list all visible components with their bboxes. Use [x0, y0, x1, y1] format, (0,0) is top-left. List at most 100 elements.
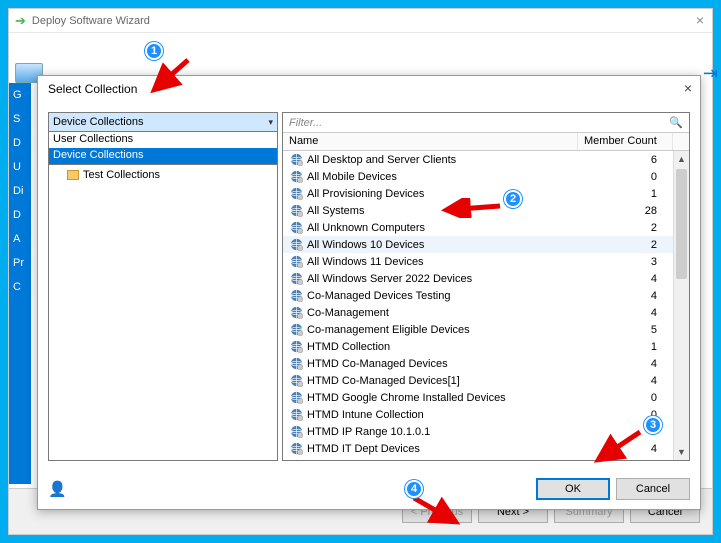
row-count: 4	[578, 307, 673, 319]
row-name: All Windows 10 Devices	[307, 239, 578, 251]
dialog-cancel-button[interactable]: Cancel	[616, 478, 690, 500]
wizard-step-a[interactable]: A	[9, 227, 31, 251]
row-name: HTMD IT Dept Devices	[307, 443, 578, 455]
row-name: All Desktop and Server Clients	[307, 154, 578, 166]
row-name: Co-Managed Devices Testing	[307, 290, 578, 302]
collection-icon	[289, 306, 303, 320]
dialog-footer: 👤 OK Cancel	[38, 469, 700, 509]
annotation-arrow-2	[440, 198, 504, 218]
collection-icon	[289, 204, 303, 218]
grid-header: Name Member Count	[283, 133, 689, 151]
row-name: HTMD Co-Managed Devices	[307, 358, 578, 370]
collection-icon	[289, 187, 303, 201]
combo-value: Device Collections	[53, 116, 143, 128]
collection-icon	[289, 153, 303, 167]
table-row[interactable]: HTMD Co-Managed Devices4	[283, 355, 673, 372]
left-pane: Device Collections ▾ User CollectionsDev…	[48, 112, 278, 461]
collection-tree: Test Collections	[48, 165, 278, 461]
table-row[interactable]: HTMD Collection1	[283, 338, 673, 355]
wizard-step-g[interactable]: G	[9, 83, 31, 107]
list-item[interactable]: User Collections	[49, 132, 277, 148]
collection-icon	[289, 391, 303, 405]
tree-item-label: Test Collections	[83, 169, 160, 181]
wizard-step-c[interactable]: C	[9, 275, 31, 299]
row-name: Co-management Eligible Devices	[307, 324, 578, 336]
annotation-arrow-4	[408, 492, 464, 532]
row-count: 2	[578, 239, 673, 251]
column-member-count[interactable]: Member Count	[578, 133, 673, 150]
list-item[interactable]: Device Collections	[49, 148, 277, 164]
wizard-icon: ➔	[15, 13, 26, 29]
row-name: HTMD Collection	[307, 341, 578, 353]
table-row[interactable]: HTMD Intune Collection0	[283, 406, 673, 423]
table-row[interactable]: All Windows 11 Devices3	[283, 253, 673, 270]
row-count: 4	[578, 273, 673, 285]
table-row[interactable]: HTMD Google Chrome Installed Devices0	[283, 389, 673, 406]
collection-icon	[289, 272, 303, 286]
table-row[interactable]: All Desktop and Server Clients6	[283, 151, 673, 168]
dialog-close-icon[interactable]: ×	[684, 80, 692, 96]
row-count: 1	[578, 188, 673, 200]
chevron-down-icon: ▾	[268, 117, 273, 128]
row-name: All Windows Server 2022 Devices	[307, 273, 578, 285]
annotation-4: 4	[405, 480, 423, 498]
dialog-title: Select Collection	[48, 82, 137, 96]
row-name: HTMD Static Collection	[307, 460, 578, 461]
overflow-icon: ⇥	[703, 63, 718, 84]
scroll-thumb[interactable]	[676, 169, 687, 279]
ok-button[interactable]: OK	[536, 478, 610, 500]
row-count: 2	[578, 222, 673, 234]
collection-icon	[289, 340, 303, 354]
tree-item-test-collections[interactable]: Test Collections	[67, 169, 277, 181]
table-row[interactable]: All Unknown Computers2	[283, 219, 673, 236]
person-icon[interactable]: 👤	[48, 480, 67, 498]
column-name[interactable]: Name	[283, 133, 578, 150]
wizard-step-di[interactable]: Di	[9, 179, 31, 203]
collection-icon	[289, 408, 303, 422]
titlebar: ➔ Deploy Software Wizard ×	[9, 9, 712, 33]
table-row[interactable]: All Windows Server 2022 Devices4	[283, 270, 673, 287]
collection-icon	[289, 289, 303, 303]
right-pane: Filter... 🔍 Name Member Count All Deskto…	[282, 112, 690, 461]
wizard-step-d[interactable]: D	[9, 203, 31, 227]
wizard-step-u[interactable]: U	[9, 155, 31, 179]
row-name: HTMD Intune Collection	[307, 409, 578, 421]
row-count: 1	[578, 341, 673, 353]
collection-icon	[289, 238, 303, 252]
vertical-scrollbar[interactable]: ▲ ▼	[673, 151, 689, 460]
row-name: HTMD Google Chrome Installed Devices	[307, 392, 578, 404]
annotation-arrow-3	[590, 428, 646, 466]
row-name: HTMD IP Range 10.1.0.1	[307, 426, 578, 438]
table-row[interactable]: Co-Management4	[283, 304, 673, 321]
collection-icon	[289, 170, 303, 184]
collection-icon	[289, 442, 303, 456]
row-name: All Windows 11 Devices	[307, 256, 578, 268]
collection-icon	[289, 357, 303, 371]
collection-icon	[289, 255, 303, 269]
collection-type-list[interactable]: User CollectionsDevice Collections	[48, 132, 278, 165]
table-row[interactable]: Co-Managed Devices Testing4	[283, 287, 673, 304]
table-row[interactable]: All Windows 10 Devices2	[283, 236, 673, 253]
wizard-step-d[interactable]: D	[9, 131, 31, 155]
table-row[interactable]: HTMD Co-Managed Devices[1]4	[283, 372, 673, 389]
row-count: 28	[578, 205, 673, 217]
collection-icon	[289, 323, 303, 337]
table-row[interactable]: Co-management Eligible Devices5	[283, 321, 673, 338]
wizard-step-sidebar: GSDUDiDAPrC	[9, 83, 31, 484]
close-icon[interactable]: ×	[696, 12, 704, 28]
collection-type-combo[interactable]: Device Collections ▾	[48, 112, 278, 132]
search-icon[interactable]: 🔍	[669, 116, 683, 129]
collection-icon	[289, 459, 303, 461]
wizard-step-s[interactable]: S	[9, 107, 31, 131]
wizard-step-pr[interactable]: Pr	[9, 251, 31, 275]
scroll-up-icon[interactable]: ▲	[674, 151, 689, 167]
annotation-1: 1	[145, 42, 163, 60]
annotation-2: 2	[504, 190, 522, 208]
scroll-down-icon[interactable]: ▼	[674, 444, 689, 460]
table-row[interactable]: All Mobile Devices0	[283, 168, 673, 185]
filter-input[interactable]: Filter... 🔍	[283, 113, 689, 133]
filter-placeholder: Filter...	[289, 117, 322, 129]
collection-icon	[289, 374, 303, 388]
folder-icon	[67, 170, 79, 180]
row-count: 0	[578, 171, 673, 183]
